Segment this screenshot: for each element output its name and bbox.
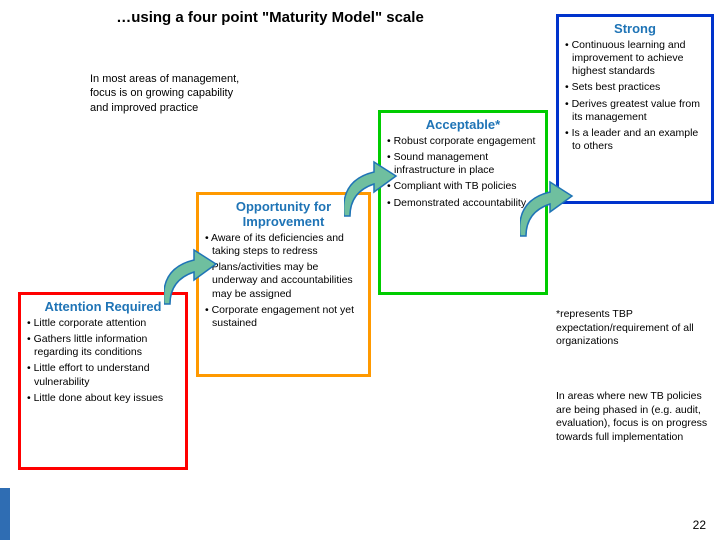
- page-number: 22: [693, 518, 706, 532]
- intro-text: In most areas of management, focus is on…: [90, 72, 240, 115]
- level-bullet: Is a leader and an example to others: [565, 127, 705, 153]
- level-bullet: Gathers little information regarding its…: [27, 333, 179, 359]
- intro-text-content: In most areas of management, focus is on…: [90, 73, 239, 114]
- step-arrow-3: [520, 180, 574, 238]
- step-arrow-2: [344, 160, 398, 218]
- level-bullets: Aware of its deficiencies and taking ste…: [205, 232, 362, 330]
- level-opportunity-improvement: Opportunity for Improvement Aware of its …: [196, 192, 371, 377]
- level-bullet: Corporate engagement not yet sustained: [205, 304, 362, 330]
- level-strong: Strong Continuous learning and improvemen…: [556, 14, 714, 204]
- step-arrow-1: [164, 248, 218, 306]
- level-bullets: Continuous learning and improvement to a…: [565, 39, 705, 153]
- level-title: Opportunity for Improvement: [205, 199, 362, 229]
- level-bullet: Sets best practices: [565, 81, 705, 94]
- level-bullet: Little done about key issues: [27, 392, 179, 405]
- level-bullets: Little corporate attention Gathers little…: [27, 317, 179, 405]
- level-bullet: Compliant with TB policies: [387, 180, 539, 193]
- level-bullet: Derives greatest value from its manageme…: [565, 98, 705, 124]
- level-title: Strong: [565, 21, 705, 36]
- level-bullets: Robust corporate engagement Sound managem…: [387, 135, 539, 210]
- level-bullet: Robust corporate engagement: [387, 135, 539, 148]
- level-bullet: Little corporate attention: [27, 317, 179, 330]
- tbp-note: *represents TBP expectation/requirement …: [556, 308, 720, 349]
- level-attention-required: Attention Required Little corporate atten…: [18, 292, 188, 470]
- level-bullet: Plans/activities may be underway and acc…: [205, 261, 362, 300]
- level-title: Attention Required: [27, 299, 179, 314]
- level-bullet: Sound management infrastructure in place: [387, 151, 539, 177]
- page-title: …using a four point "Maturity Model" sca…: [100, 8, 440, 28]
- level-bullet: Demonstrated accountability: [387, 197, 539, 210]
- side-accent: [0, 488, 10, 540]
- level-bullet: Continuous learning and improvement to a…: [565, 39, 705, 78]
- level-title: Acceptable*: [387, 117, 539, 132]
- tb-policy-note: In areas where new TB policies are being…: [556, 390, 716, 445]
- level-bullet: Little effort to understand vulnerabilit…: [27, 362, 179, 388]
- level-bullet: Aware of its deficiencies and taking ste…: [205, 232, 362, 258]
